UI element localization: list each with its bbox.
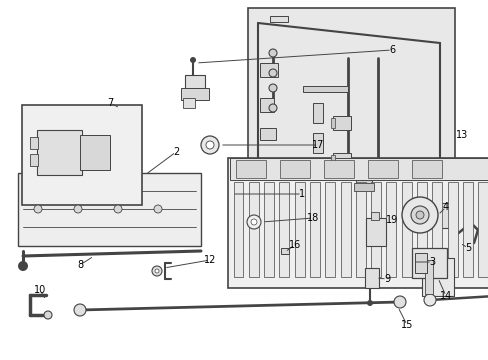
Text: 3: 3 [428, 257, 434, 267]
Bar [364, 268, 378, 288]
Circle shape [34, 205, 42, 213]
Bar [325, 182, 334, 277]
Bar [424, 260, 432, 294]
Text: 4: 4 [442, 202, 448, 212]
Bar [312, 103, 323, 123]
Bar [421, 258, 453, 296]
Bar [236, 160, 265, 178]
Bar [477, 182, 487, 277]
Bar [411, 160, 441, 178]
Bar [264, 182, 273, 277]
Text: 17: 17 [311, 140, 324, 150]
Bar [247, 8, 454, 223]
Text: 13: 13 [455, 130, 467, 140]
Text: 10: 10 [34, 285, 46, 295]
Text: 9: 9 [383, 274, 389, 284]
Bar [37, 130, 82, 175]
Text: 15: 15 [400, 320, 412, 330]
Bar [229, 158, 488, 180]
Bar [324, 160, 353, 178]
Bar [233, 182, 243, 277]
Bar [260, 128, 275, 140]
Bar [367, 160, 397, 178]
Circle shape [268, 69, 276, 77]
Circle shape [410, 206, 428, 224]
Bar [181, 88, 208, 100]
Bar [303, 86, 347, 92]
Circle shape [423, 294, 435, 306]
Bar [260, 98, 273, 112]
Circle shape [155, 269, 159, 273]
Circle shape [246, 215, 261, 229]
Bar [227, 158, 488, 288]
Bar [260, 63, 278, 77]
Text: 12: 12 [203, 255, 216, 265]
Circle shape [74, 304, 86, 316]
Circle shape [268, 104, 276, 112]
Text: 2: 2 [173, 147, 179, 157]
Bar [355, 163, 371, 185]
Bar [431, 182, 441, 277]
Text: 5: 5 [464, 243, 470, 253]
Bar [330, 155, 334, 165]
Text: 14: 14 [439, 291, 451, 301]
Bar [386, 182, 396, 277]
Circle shape [44, 311, 52, 319]
Circle shape [74, 205, 82, 213]
Bar [365, 218, 385, 246]
Bar [423, 250, 437, 260]
Text: 6: 6 [388, 45, 394, 55]
Text: 1: 1 [298, 189, 305, 199]
Bar [294, 182, 304, 277]
Bar [370, 212, 378, 220]
Circle shape [201, 136, 219, 154]
Circle shape [205, 141, 214, 149]
Circle shape [190, 57, 196, 63]
Circle shape [152, 266, 162, 276]
Circle shape [154, 205, 162, 213]
Bar [340, 182, 350, 277]
Text: 19: 19 [385, 215, 397, 225]
Bar [279, 182, 289, 277]
Bar [330, 118, 334, 128]
Bar [183, 98, 195, 108]
Bar [353, 183, 373, 191]
Bar [434, 203, 452, 228]
Bar [332, 153, 350, 167]
Bar [447, 182, 457, 277]
Text: 18: 18 [306, 213, 319, 223]
Circle shape [268, 84, 276, 92]
Bar [80, 135, 110, 170]
Bar [280, 160, 309, 178]
Circle shape [114, 205, 122, 213]
Bar [22, 105, 142, 205]
Circle shape [250, 219, 257, 225]
Circle shape [366, 300, 372, 306]
Circle shape [415, 211, 423, 219]
Bar [18, 173, 201, 246]
Text: 16: 16 [288, 240, 301, 250]
Bar [281, 248, 288, 254]
Bar [414, 253, 426, 273]
Circle shape [268, 49, 276, 57]
Bar [332, 116, 350, 130]
Bar [370, 182, 380, 277]
Bar [248, 182, 258, 277]
Bar [462, 182, 472, 277]
Text: 8: 8 [77, 260, 83, 270]
Circle shape [401, 197, 437, 233]
Bar [30, 137, 38, 149]
Bar [184, 75, 204, 90]
Bar [309, 182, 319, 277]
Bar [269, 16, 287, 22]
Circle shape [18, 261, 28, 271]
Bar [401, 182, 411, 277]
Bar [312, 133, 323, 153]
Bar [411, 248, 446, 278]
Circle shape [393, 296, 405, 308]
Bar [30, 154, 38, 166]
Bar [355, 182, 365, 277]
Bar [416, 182, 426, 277]
Text: 7: 7 [107, 98, 113, 108]
